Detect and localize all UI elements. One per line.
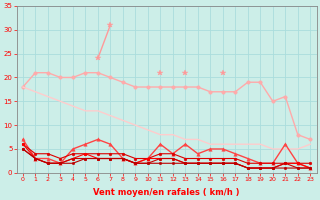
X-axis label: Vent moyen/en rafales ( km/h ): Vent moyen/en rafales ( km/h ): [93, 188, 240, 197]
